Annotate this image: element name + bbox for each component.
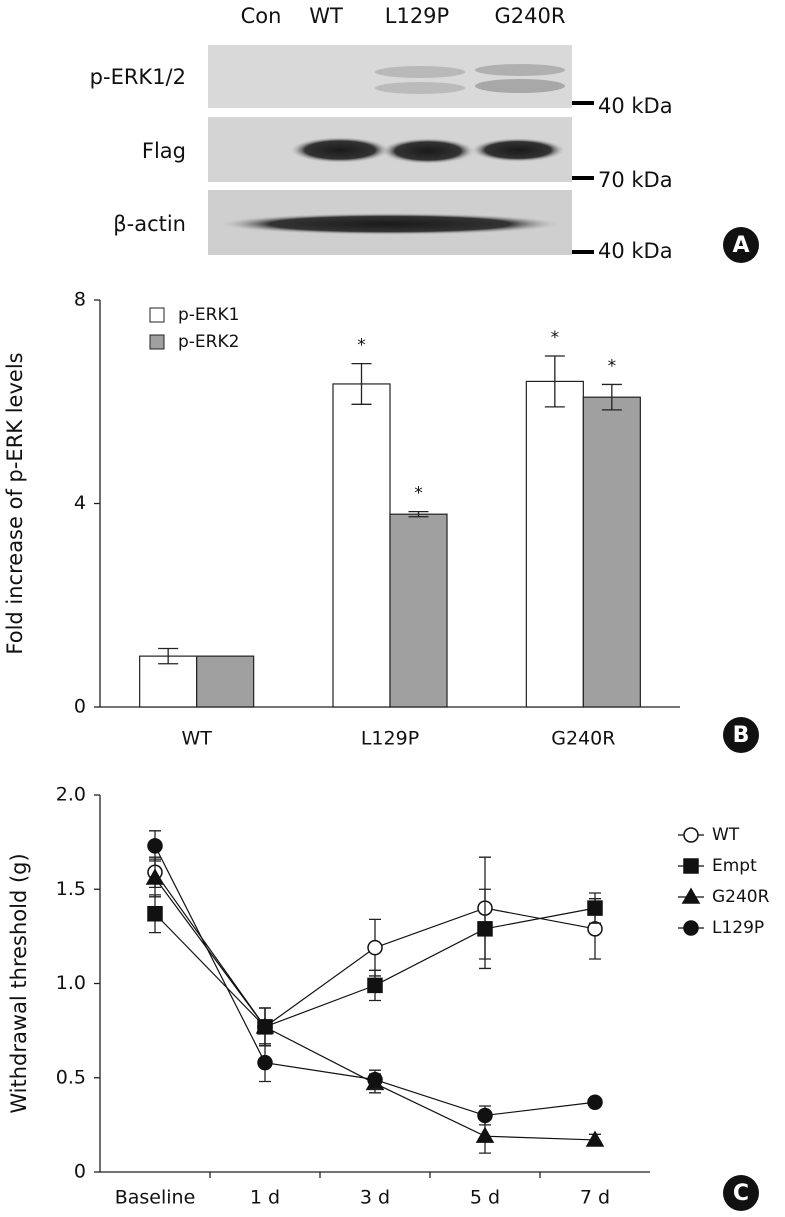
legend-marker	[683, 920, 699, 936]
marker-label: 70 kDa	[598, 168, 673, 192]
legend-swatch	[149, 334, 165, 350]
blot-band	[375, 66, 465, 78]
significance: *	[357, 336, 366, 356]
row-label: β-actin	[113, 212, 186, 236]
panel-badge	[723, 227, 759, 263]
panel-letter: B	[733, 723, 750, 748]
bar	[525, 380, 584, 708]
x-tick-label: 1 d	[250, 1187, 280, 1209]
point	[367, 1071, 383, 1088]
point	[477, 1107, 493, 1124]
y-axis-label: Fold increase of p-ERK levels	[3, 352, 27, 654]
lane-label: Con	[241, 4, 282, 28]
bar	[139, 655, 198, 708]
lane-label: L129P	[385, 4, 449, 28]
lane-label: WT	[309, 4, 343, 28]
bar	[582, 396, 641, 708]
point	[587, 1094, 603, 1111]
error-bar	[544, 355, 565, 408]
x-tick-label: 5 d	[470, 1187, 500, 1209]
panel-letter: C	[733, 1181, 749, 1206]
y-tick-label: 2.0	[56, 784, 86, 806]
legend-label: Empt	[712, 856, 757, 876]
legend-swatch	[149, 307, 165, 323]
significance: *	[608, 356, 617, 376]
legend-label: G240R	[712, 887, 770, 907]
x-tick-label: 3 d	[360, 1187, 390, 1209]
point	[367, 977, 383, 994]
legend-label: L129P	[712, 918, 764, 938]
point	[367, 939, 383, 956]
significance: *	[551, 328, 560, 348]
marker-label: 40 kDa	[598, 239, 673, 263]
point	[147, 838, 163, 854]
y-tick-label: 4	[74, 492, 86, 514]
line	[154, 877, 596, 1141]
bar	[196, 655, 255, 708]
x-tick-label: Baseline	[115, 1187, 196, 1209]
y-tick-label: 1.5	[56, 878, 86, 900]
panel-badge	[723, 1175, 759, 1211]
legend-marker	[683, 827, 699, 843]
blot-strip	[208, 45, 572, 108]
y-tick-label: 1.0	[56, 972, 86, 994]
legend-label: WT	[712, 825, 740, 845]
blot-band	[471, 138, 565, 162]
x-tick-label: G240R	[551, 728, 615, 750]
blot-band	[290, 137, 390, 163]
legend-label: p-ERK1	[178, 305, 239, 325]
point	[147, 906, 163, 922]
point	[585, 1130, 605, 1147]
y-tick-label: 0	[74, 1161, 86, 1183]
point	[587, 921, 603, 937]
error-bar	[158, 647, 179, 665]
legend-marker	[681, 887, 701, 904]
lane-label: G240R	[495, 4, 566, 28]
legend-label: p-ERK2	[178, 332, 239, 352]
y-axis-label: Withdrawal threshold (g)	[7, 853, 31, 1113]
marker-label: 40 kDa	[598, 94, 673, 118]
blot-band	[375, 82, 465, 94]
bar	[332, 383, 391, 708]
point	[477, 921, 493, 937]
x-tick-label: WT	[181, 728, 212, 750]
point	[257, 1054, 273, 1071]
panel-letter: A	[732, 233, 749, 258]
point	[475, 1126, 495, 1143]
point	[255, 1017, 275, 1034]
legend-marker	[683, 858, 699, 874]
error-bar	[601, 383, 622, 411]
y-tick-label: 0	[74, 696, 86, 718]
blot-band	[475, 64, 565, 76]
error-bar	[351, 362, 372, 405]
x-tick-label: L129P	[361, 728, 419, 750]
y-tick-label: 0.5	[56, 1066, 86, 1088]
error-bar	[408, 510, 429, 518]
row-label: Flag	[142, 139, 186, 163]
row-label: p-ERK1/2	[90, 65, 186, 89]
bar	[389, 513, 448, 708]
point	[587, 900, 603, 916]
x-tick-label: 7 d	[580, 1187, 610, 1209]
blot-band	[475, 79, 565, 93]
significance: *	[414, 484, 423, 504]
y-tick-label: 8	[74, 289, 86, 311]
panel-badge	[723, 717, 759, 753]
blot-panel: Con WT L129P G240R p-ERK1/2 Flag β-actin…	[90, 4, 759, 263]
blot-band	[381, 138, 475, 164]
point	[145, 868, 165, 885]
blot-band	[218, 213, 562, 235]
